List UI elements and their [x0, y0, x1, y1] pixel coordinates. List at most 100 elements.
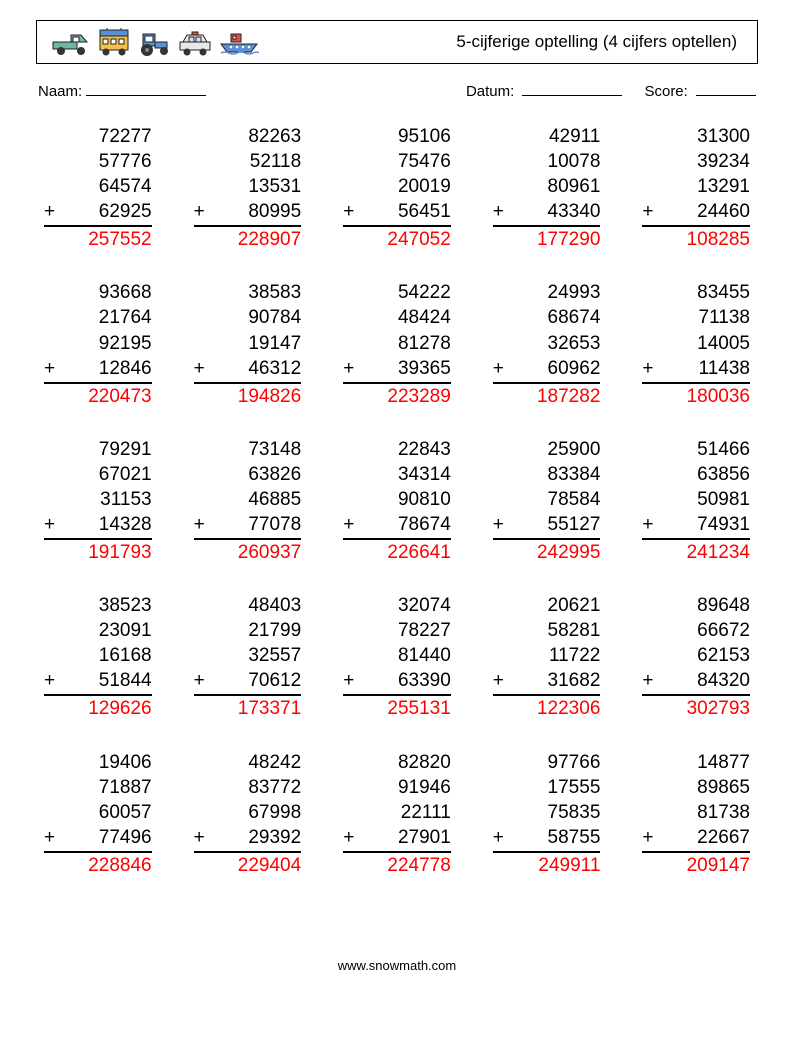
worksheet-title: 5-cijferige optelling (4 cijfers optelle…: [456, 32, 743, 52]
name-blank[interactable]: [86, 80, 206, 96]
problem: 228433431490810+78674226641: [343, 437, 451, 565]
answer: 224778: [343, 853, 451, 878]
answer: 249911: [493, 853, 601, 878]
addend: +63390: [343, 668, 451, 696]
problem: 320747822781440+63390255131: [343, 593, 451, 721]
addend: 93668: [44, 280, 152, 305]
problem: 429111007880961+43340177290: [493, 124, 601, 252]
problem: 951067547620019+56451247052: [343, 124, 451, 252]
worksheet-page: 5-cijferige optelling (4 cijfers optelle…: [0, 0, 794, 983]
answer: 257552: [44, 227, 152, 252]
operator: +: [44, 668, 55, 693]
addend: 82263: [194, 124, 302, 149]
answer: 302793: [642, 696, 750, 721]
problem: 482428377267998+29392229404: [194, 750, 302, 878]
addend: +74931: [642, 512, 750, 540]
vehicle-icons: [51, 28, 259, 56]
addend: 22111: [343, 800, 451, 825]
operator: +: [44, 825, 55, 850]
addend: 62153: [642, 643, 750, 668]
score-field: Score:: [644, 80, 756, 100]
score-blank[interactable]: [696, 80, 756, 96]
addend: 31300: [642, 124, 750, 149]
operator: +: [194, 199, 205, 224]
addend: 67021: [44, 462, 152, 487]
problem: 542224842481278+39365223289: [343, 280, 451, 408]
addend: 72277: [44, 124, 152, 149]
addend: 32653: [493, 331, 601, 356]
addend: 38583: [194, 280, 302, 305]
addend: 23091: [44, 618, 152, 643]
addend: 83455: [642, 280, 750, 305]
addend: 38523: [44, 593, 152, 618]
addend: 66672: [642, 618, 750, 643]
addend: 32074: [343, 593, 451, 618]
addend: 71887: [44, 775, 152, 800]
addend: +27901: [343, 825, 451, 853]
addend: 58281: [493, 618, 601, 643]
answer: 242995: [493, 540, 601, 565]
addend: 13291: [642, 174, 750, 199]
operator: +: [642, 512, 653, 537]
pickup-icon: [51, 30, 91, 56]
operator: +: [343, 199, 354, 224]
score-label: Score:: [644, 83, 687, 100]
addend: +78674: [343, 512, 451, 540]
addend: 21764: [44, 305, 152, 330]
problem: 977661755575835+58755249911: [493, 750, 601, 878]
operator: +: [343, 825, 354, 850]
addend: 31153: [44, 487, 152, 512]
problem: 385232309116168+51844129626: [44, 593, 152, 721]
addend: +84320: [642, 668, 750, 696]
operator: +: [642, 668, 653, 693]
operator: +: [343, 356, 354, 381]
problem: 313003923413291+24460108285: [642, 124, 750, 252]
addend: 48242: [194, 750, 302, 775]
addend: 39234: [642, 149, 750, 174]
addend: 21799: [194, 618, 302, 643]
problem: 722775777664574+62925257552: [44, 124, 152, 252]
operator: +: [493, 825, 504, 850]
addend: 50981: [642, 487, 750, 512]
addend: 10078: [493, 149, 601, 174]
addend: 16168: [44, 643, 152, 668]
problem: 385839078419147+46312194826: [194, 280, 302, 408]
operator: +: [493, 356, 504, 381]
addend: 54222: [343, 280, 451, 305]
problem: 249936867432653+60962187282: [493, 280, 601, 408]
addend: 13531: [194, 174, 302, 199]
addend: 63826: [194, 462, 302, 487]
date-label: Datum:: [466, 83, 514, 100]
operator: +: [194, 668, 205, 693]
addend: +80995: [194, 199, 302, 227]
addend: 90810: [343, 487, 451, 512]
date-blank[interactable]: [522, 80, 622, 96]
answer: 209147: [642, 853, 750, 878]
answer: 129626: [44, 696, 152, 721]
operator: +: [493, 668, 504, 693]
addend: 78227: [343, 618, 451, 643]
addend: 22843: [343, 437, 451, 462]
addend: +51844: [44, 668, 152, 696]
addend: +55127: [493, 512, 601, 540]
addend: +24460: [642, 199, 750, 227]
operator: +: [642, 356, 653, 381]
addend: 83384: [493, 462, 601, 487]
addend: 32557: [194, 643, 302, 668]
addend: 20621: [493, 593, 601, 618]
addend: 78584: [493, 487, 601, 512]
addend: 83772: [194, 775, 302, 800]
answer: 228907: [194, 227, 302, 252]
answer: 220473: [44, 384, 152, 409]
addend: 19406: [44, 750, 152, 775]
addend: 17555: [493, 775, 601, 800]
name-label: Naam:: [38, 83, 82, 100]
problem: 206215828111722+31682122306: [493, 593, 601, 721]
addend: 82820: [343, 750, 451, 775]
header-box: 5-cijferige optelling (4 cijfers optelle…: [36, 20, 758, 64]
answer: 229404: [194, 853, 302, 878]
answer: 228846: [44, 853, 152, 878]
addend: +56451: [343, 199, 451, 227]
addend: +11438: [642, 356, 750, 384]
problem: 514666385650981+74931241234: [642, 437, 750, 565]
